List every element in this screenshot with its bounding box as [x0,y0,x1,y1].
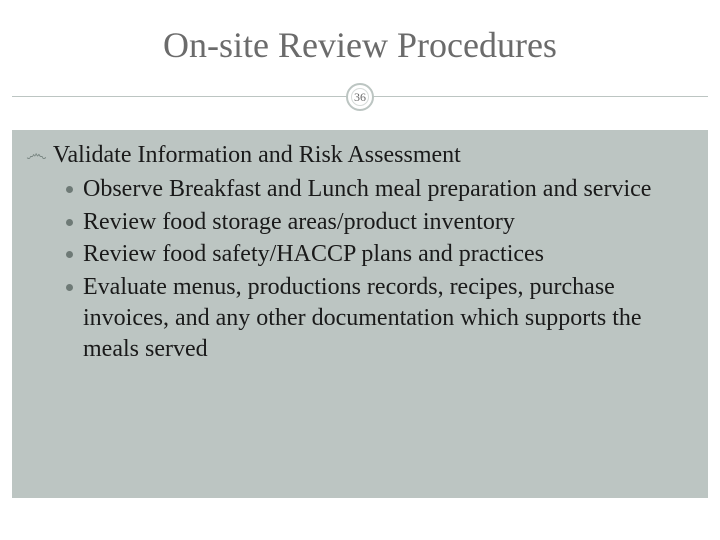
dot-bullet-icon [66,284,73,291]
slide: On-site Review Procedures 36 ෴ Validate … [0,0,720,540]
slide-title: On-site Review Procedures [0,24,720,66]
dot-bullet-icon [66,251,73,258]
list-item: Observe Breakfast and Lunch meal prepara… [66,174,694,205]
dot-bullet-icon [66,219,73,226]
list-item: Evaluate menus, productions records, rec… [66,272,694,364]
sub-bullet-text: Evaluate menus, productions records, rec… [83,272,694,364]
list-item: Review food safety/HACCP plans and pract… [66,239,694,270]
sub-bullet-list: Observe Breakfast and Lunch meal prepara… [66,174,694,364]
sub-bullet-text: Review food safety/HACCP plans and pract… [83,239,694,270]
sub-bullet-text: Observe Breakfast and Lunch meal prepara… [83,174,694,205]
main-bullet-text: Validate Information and Risk Assessment [53,140,461,170]
swirl-bullet-icon: ෴ [26,140,47,169]
page-number: 36 [354,90,366,105]
main-bullet-item: ෴ Validate Information and Risk Assessme… [26,140,694,170]
dot-bullet-icon [66,186,73,193]
sub-bullet-text: Review food storage areas/product invent… [83,207,694,238]
slide-content: ෴ Validate Information and Risk Assessme… [26,140,694,366]
page-number-badge: 36 [346,83,374,111]
list-item: Review food storage areas/product invent… [66,207,694,238]
